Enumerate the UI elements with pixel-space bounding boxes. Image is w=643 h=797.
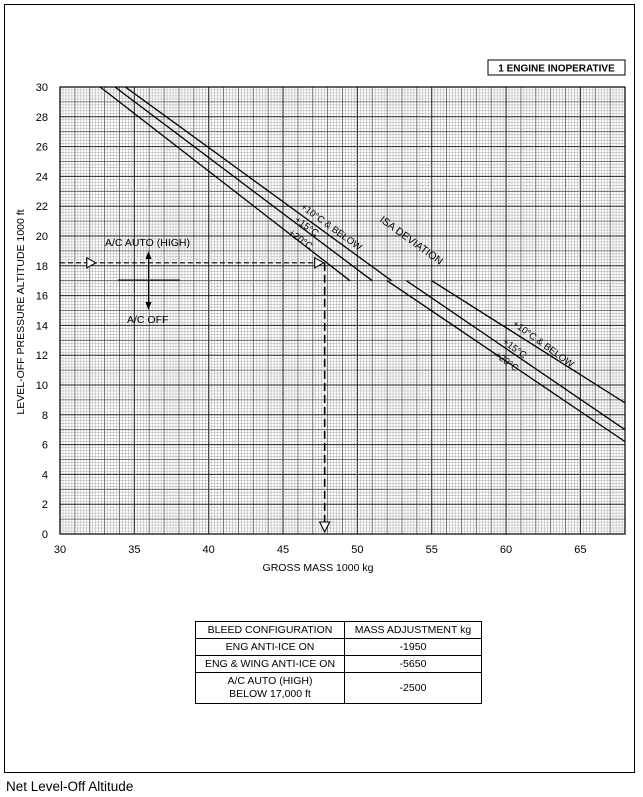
cell-config-line-1: A/C AUTO (HIGH) — [227, 675, 313, 687]
y-tick-label: 22 — [36, 201, 48, 213]
ac-switch-arrow — [118, 251, 180, 310]
axis-ticks: 30 35 40 45 50 55 60 65024681012141618202224262… — [36, 82, 587, 556]
cell-adjustment: -5650 — [344, 655, 482, 673]
ac-off-label: A/C OFF — [127, 314, 168, 326]
cell-adjustment: -1950 — [344, 638, 482, 656]
ac-auto-10-c-below-line — [431, 280, 626, 404]
y-tick-label: 28 — [36, 112, 48, 124]
x-tick-label: 45 — [277, 544, 289, 556]
level-off-altitude-chart: 30 35 40 45 50 55 60 65024681012141618202224262… — [15, 59, 626, 574]
ac-auto-high-label: A/C AUTO (HIGH) — [105, 237, 190, 249]
y-tick-label: 30 — [36, 82, 48, 94]
example-end-arrowhead — [318, 521, 331, 534]
y-tick-label: 6 — [42, 440, 48, 452]
example-path — [60, 256, 331, 534]
engine-inoperative-badge-box — [487, 59, 626, 76]
y-tick-label: 4 — [42, 469, 48, 481]
x-axis-label: GROSS MASS 1000 kg — [263, 562, 374, 574]
figure-frame — [4, 4, 635, 773]
x-tick-label: 65 — [574, 544, 586, 556]
x-tick-label: 30 — [54, 544, 66, 556]
figure-caption: Net Level-Off Altitude — [6, 779, 134, 794]
example-turn-arrowhead — [314, 256, 325, 269]
ac-off-10-c-below-line — [125, 86, 392, 282]
x-tick-label: 55 — [426, 544, 438, 556]
cell-adjustment: -2500 — [344, 672, 482, 704]
example-start-arrowhead — [86, 256, 97, 269]
plot-border — [59, 86, 626, 535]
ac-off-15-c-line — [114, 86, 373, 282]
series-lines — [99, 86, 626, 443]
x-tick-label: 40 — [203, 544, 215, 556]
y-tick-label: 12 — [36, 350, 48, 362]
y-tick-label: 2 — [42, 499, 48, 511]
y-tick-label: 10 — [36, 380, 48, 392]
cell-config: ENG ANTI-ICE ON — [195, 638, 345, 656]
header-mass-adjustment: MASS ADJUSTMENT kg — [344, 621, 482, 639]
y-tick-label: 16 — [36, 291, 48, 303]
header-bleed-configuration: BLEED CONFIGURATION — [195, 621, 345, 639]
cell-config: ENG & WING ANTI-ICE ON — [195, 655, 345, 673]
x-tick-label: 50 — [351, 544, 363, 556]
cell-config-line-2: BELOW 17,000 ft — [229, 688, 311, 700]
y-tick-label: 18 — [36, 261, 48, 273]
y-tick-label: 26 — [36, 142, 48, 154]
ac-auto-15-c-line — [406, 280, 626, 431]
y-tick-label: 24 — [36, 171, 48, 183]
table-row: A/C AUTO (HIGH) BELOW 17,000 ft -2500 — [195, 672, 482, 704]
y-tick-label: 14 — [36, 320, 48, 332]
table-header-row: BLEED CONFIGURATION MASS ADJUSTMENT kg — [195, 621, 482, 639]
table-row: ENG & WING ANTI-ICE ON -5650 — [195, 655, 482, 673]
x-tick-label: 35 — [128, 544, 140, 556]
y-tick-label: 0 — [42, 529, 48, 541]
cell-config: A/C AUTO (HIGH) BELOW 17,000 ft — [195, 672, 345, 704]
table-row: ENG ANTI-ICE ON -1950 — [195, 638, 482, 656]
ac-auto-20-c-line — [386, 280, 626, 443]
y-tick-label: 20 — [36, 231, 48, 243]
y-axis-label: LEVEL-OFF PRESSURE ALTITUDE 1000 ft — [15, 209, 27, 414]
x-tick-label: 60 — [500, 544, 512, 556]
y-tick-label: 8 — [42, 410, 48, 422]
grid — [59, 86, 626, 535]
ac-off-20-c-line — [99, 86, 351, 282]
engine-inoperative-badge: 1 ENGINE INOPERATIVE — [498, 64, 615, 75]
bleed-configuration-table: BLEED CONFIGURATION MASS ADJUSTMENT kg E… — [195, 621, 482, 704]
